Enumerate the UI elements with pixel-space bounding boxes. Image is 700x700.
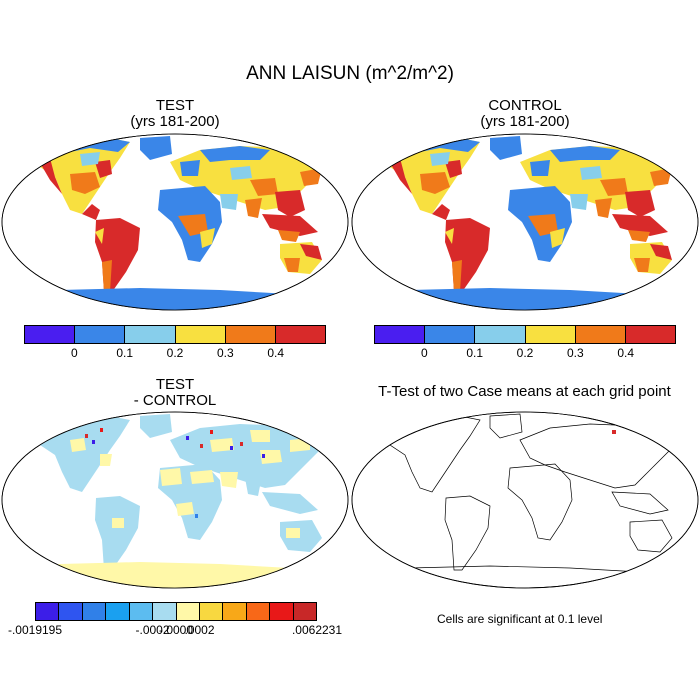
diff-panel-title: TEST - CONTROL [100,377,250,409]
colorbar-swatch [225,326,276,343]
colorbar-swatch [129,603,154,620]
colorbar-swatch [125,326,176,343]
colorbar-swatch [293,603,317,620]
colorbar-swatch [270,603,294,620]
colorbar-label: 0.3 [566,346,584,360]
colorbar-swatch [246,603,271,620]
test-map [1,133,349,311]
colorbar-swatch [153,603,177,620]
colorbar-swatch [199,603,224,620]
test-title: TEST [155,97,195,114]
colorbar-label: 0.1 [466,346,483,360]
ttest-map [351,411,699,589]
colorbar-label: .0062231 [291,623,343,637]
colorbar-label: 0.4 [267,346,284,360]
colorbar-label: -.0000 [158,623,194,637]
colorbar-swatch [59,603,83,620]
colorbar-swatch [475,326,526,343]
colorbar-swatch [82,603,107,620]
figure-title: ANN LAISUN (m^2/m^2) [246,63,454,84]
colorbar-label: -.0002 [135,623,170,637]
test-colorbar [24,325,326,344]
colorbar-swatch [275,326,326,343]
colorbar-swatch [106,603,130,620]
colorbar-label: -.0019195 [7,623,63,637]
control-colorbar [374,325,676,344]
ttest-note: Cells are significant at 0.1 level [437,612,603,626]
control-subtitle: (yrs 181-200) [480,113,570,130]
colorbar-swatch [25,326,76,343]
test-panel-title: TEST (yrs 181-200) [100,98,250,130]
diff-map [1,411,349,589]
colorbar-label: 0.3 [216,346,234,360]
diff-colorbar [35,602,317,621]
colorbar-label: 0.2 [516,346,534,360]
diff-subtitle: - CONTROL [133,392,217,409]
colorbar-label: 0.2 [166,346,184,360]
control-map [351,133,699,311]
map-frame [351,411,699,589]
colorbar-swatch [575,326,626,343]
colorbar-swatch [425,326,476,343]
significant-cell [612,430,616,434]
colorbar-swatch [625,326,676,343]
colorbar-label: 0 [70,346,78,360]
colorbar-label: 0.1 [116,346,133,360]
diff-title: TEST [155,376,195,393]
colorbar-swatch [176,603,200,620]
colorbar-swatch [175,326,226,343]
colorbar-swatch [525,326,576,343]
colorbar-swatch [36,603,60,620]
control-title: CONTROL [488,97,562,114]
colorbar-label: 0.4 [617,346,634,360]
test-subtitle: (yrs 181-200) [130,113,220,130]
ttest-title: T-Test of two Case means at each grid po… [378,383,671,400]
colorbar-label: 0 [420,346,428,360]
colorbar-label: .0002 [184,623,215,637]
control-panel-title: CONTROL (yrs 181-200) [450,98,600,130]
colorbar-swatch [223,603,247,620]
colorbar-swatch [375,326,426,343]
colorbar-swatch [75,326,126,343]
